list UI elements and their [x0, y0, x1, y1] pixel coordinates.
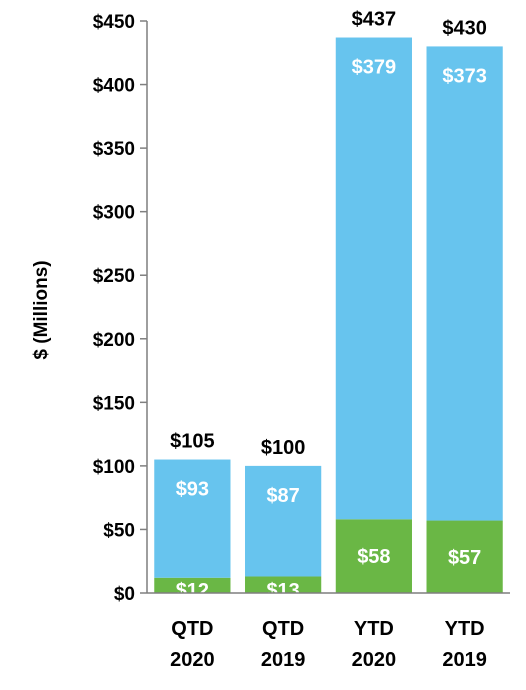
bar-data-label: $93 [176, 479, 209, 501]
x-category-label: QTD [171, 618, 213, 640]
x-category-label: 2019 [442, 649, 487, 671]
bar-segment-bottom [245, 576, 322, 593]
bar-segment-bottom [335, 519, 412, 593]
y-tick-label: $200 [93, 330, 135, 351]
bar-data-label: $58 [357, 546, 390, 568]
x-axis: QTD 2020 QTD 2019 YTD 2020 YTD 2019 [147, 592, 510, 671]
bar-segment-top [154, 459, 231, 578]
bar-segment-bottom [426, 520, 503, 593]
x-category-label: QTD [262, 618, 304, 640]
x-category-label: YTD [354, 618, 394, 640]
bar-total-label: $437 [352, 9, 397, 31]
y-tick-label: $50 [103, 520, 135, 541]
y-tick-label: $350 [93, 139, 135, 160]
bars: $12 $93 $105 $13 $87 $100 $58 $379 $437 $57 $373 $4… [154, 9, 503, 602]
y-tick-label: $0 [114, 584, 135, 605]
x-category-label: 2019 [261, 649, 306, 671]
bar-data-label: $87 [266, 485, 299, 507]
y-tick-label: $400 [93, 76, 135, 97]
y-tick-label: $300 [93, 203, 135, 224]
bar-total-label: $100 [261, 437, 306, 459]
y-tick-label: $250 [93, 266, 135, 287]
y-axis: $0 $50 $100 $150 $200 $250 $300 $350 $400 $450 [93, 12, 148, 605]
x-category-label: 2020 [170, 649, 215, 671]
x-category-label: 2020 [352, 649, 397, 671]
y-tick-label: $450 [93, 12, 135, 33]
bar-segment-top [426, 46, 503, 521]
bar-data-label: $379 [352, 57, 397, 79]
y-tick-label: $100 [93, 457, 135, 478]
bar-data-label: $373 [442, 65, 487, 87]
bar-total-label: $105 [170, 431, 215, 453]
bar-total-label: $430 [442, 17, 487, 39]
x-category-label: YTD [445, 618, 485, 640]
bar-segment-top [245, 465, 322, 577]
bar-data-label: $57 [448, 547, 481, 569]
bar-segment-bottom [154, 577, 231, 593]
bar-segment-top [335, 37, 412, 520]
bar-data-label: $12 [176, 580, 209, 602]
bar-data-label: $13 [266, 580, 299, 602]
y-tick-label: $150 [93, 393, 135, 414]
y-axis-label: $ (Millions) [31, 260, 52, 359]
